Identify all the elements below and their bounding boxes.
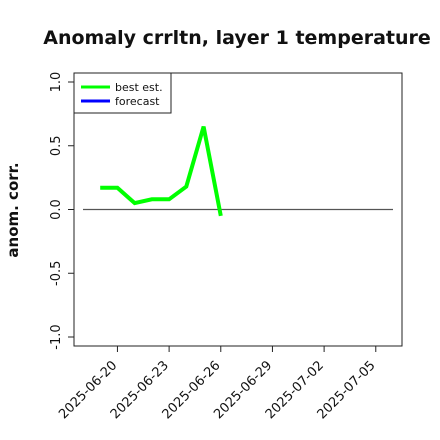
y-tick-label: 0.5 xyxy=(49,135,64,156)
series-line-best-est xyxy=(100,126,223,217)
y-tick-label: 1.0 xyxy=(49,72,64,93)
legend-label-forecast: forecast xyxy=(115,95,160,108)
y-tick-label: -0.5 xyxy=(49,261,64,286)
legend: best est. forecast xyxy=(73,72,172,114)
y-tick-label: -1.0 xyxy=(49,324,64,349)
chart-title: Anomaly crrltn, layer 1 temperature xyxy=(43,27,431,49)
y-axis-label: anom. corr. xyxy=(4,162,22,257)
legend-label-best-est: best est. xyxy=(115,81,163,94)
x-axis: 2025-06-202025-06-232025-06-262025-06-29… xyxy=(56,346,379,422)
y-axis: -1.0 -0.5 0.0 0.5 1.0 xyxy=(49,72,74,350)
legend-box xyxy=(73,72,172,114)
y-tick-label: 0.0 xyxy=(49,199,64,220)
series-layer xyxy=(100,126,223,217)
